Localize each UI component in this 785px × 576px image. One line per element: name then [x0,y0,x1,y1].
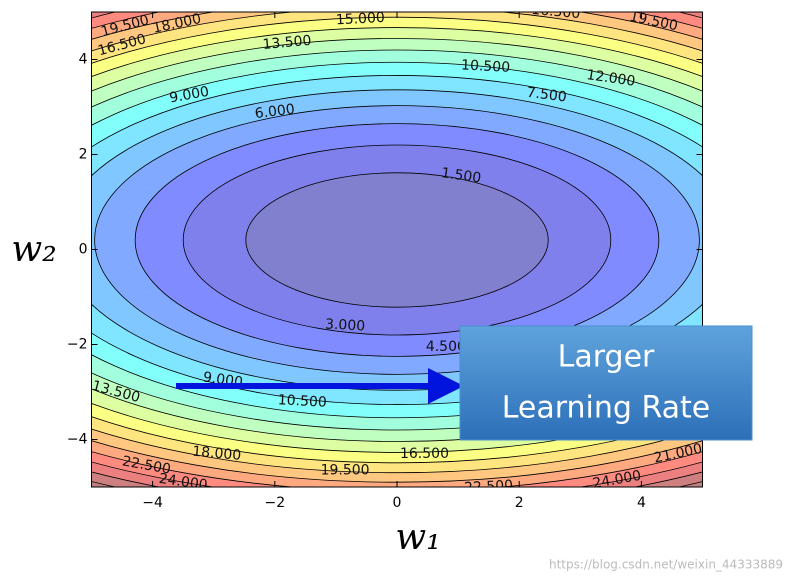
annotation-box [459,325,753,441]
contour-label: 1.500 [440,165,482,186]
x-tick-label: 2 [515,495,524,511]
contour-label: 4.500 [426,339,466,355]
contour-label: 7.500 [526,85,568,106]
x-axis-label: w₁ [395,517,440,558]
contour-label: 9.000 [168,84,210,107]
y-tick-label: 4 [79,52,88,68]
x-tick-label: 4 [637,495,646,511]
y-tick-label: −2 [67,337,88,353]
contour-label: 22.500 [464,478,514,497]
contour-label: 16.500 [400,446,449,462]
contour-label: 15.000 [335,10,385,29]
contour-label: 3.000 [325,316,366,334]
contour-label: 18.000 [192,444,242,464]
y-tick-label: −4 [67,432,88,448]
contour-label: 19.500 [321,462,370,478]
x-tick-label: −2 [264,495,285,511]
annotation-line: Learning Rate [502,391,711,426]
contour-label: 12.000 [585,67,636,90]
axes: −4 −2 0 2 4 −4 −2 0 2 4 [67,12,703,511]
y-axis-label: w₂ [11,229,56,270]
contour-label: 13.500 [262,33,312,53]
y-tick-label: 2 [79,147,88,163]
x-tick-label: 0 [393,495,402,511]
contour-label: 6.000 [254,101,296,122]
y-tick-label: 0 [79,242,88,258]
annotation-line: Larger [558,340,655,375]
contour [245,172,549,308]
contour-label: 16.500 [531,2,581,22]
contour-label: 10.500 [461,57,511,76]
contour-label: 10.500 [277,392,327,411]
watermark: https://blog.csdn.net/weixin_44333889 [549,558,783,572]
x-tick-label: −4 [142,495,163,511]
